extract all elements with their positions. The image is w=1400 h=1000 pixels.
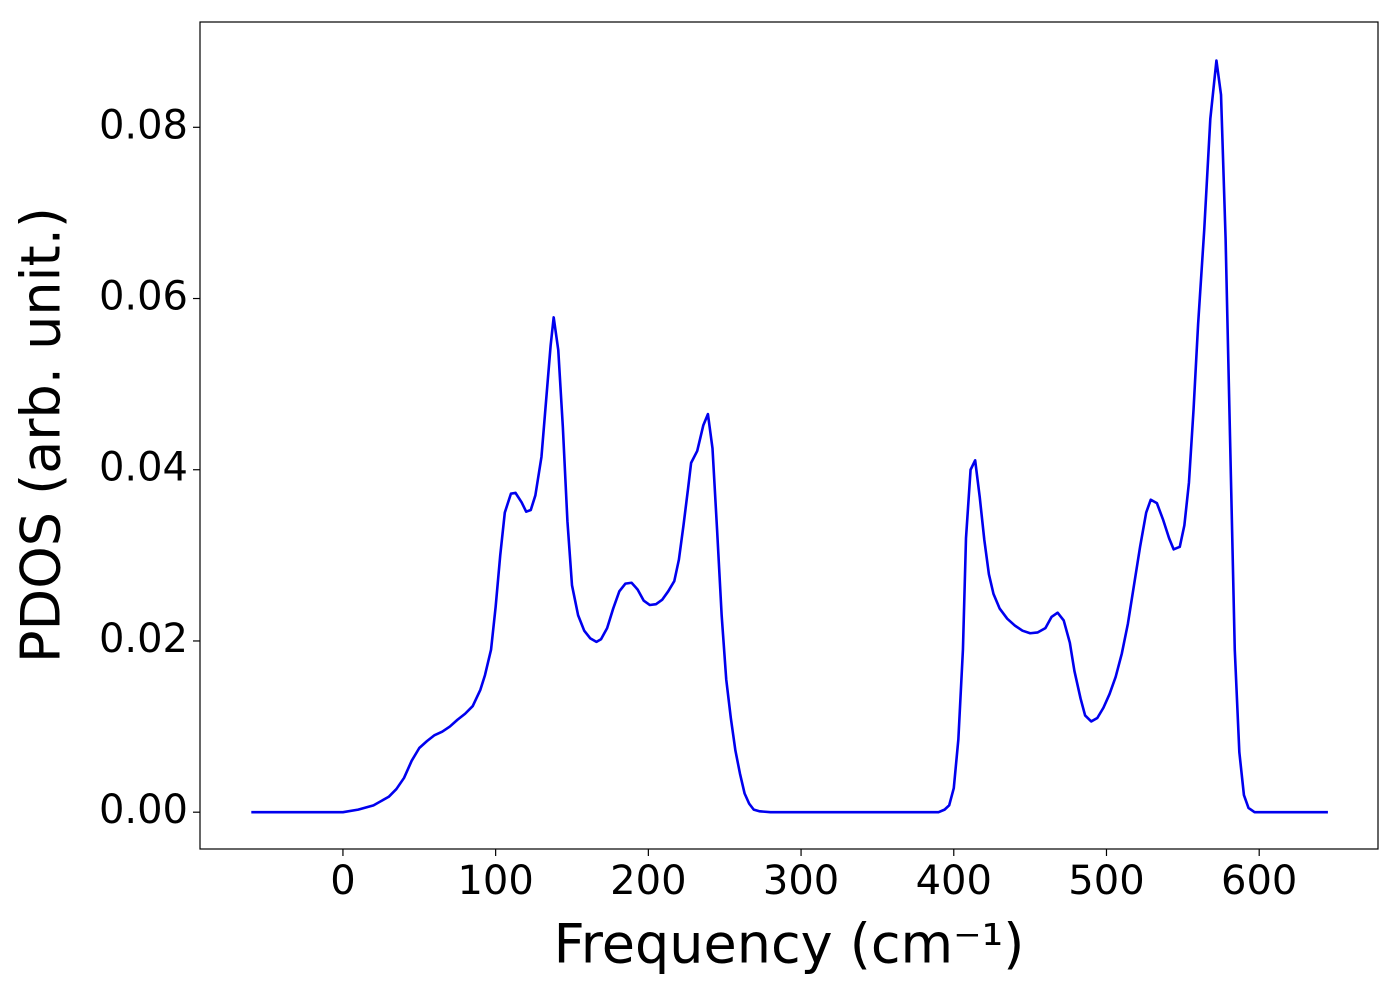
x-tick-label: 600 (1221, 858, 1297, 904)
x-tick-label: 500 (1068, 858, 1144, 904)
x-tick-label: 300 (763, 858, 839, 904)
y-tick-label: 0.04 (99, 445, 188, 491)
y-tick-label: 0.06 (99, 274, 188, 320)
x-tick-label: 100 (457, 858, 533, 904)
y-tick-label: 0.00 (99, 787, 188, 833)
line-series (251, 59, 1328, 814)
plot-frame (199, 21, 1379, 850)
y-axis-label: PDOS (arb. unit.) (10, 207, 73, 663)
y-tick-label: 0.08 (99, 102, 188, 148)
x-tick-label: 400 (916, 858, 992, 904)
y-tick-label: 0.02 (99, 616, 188, 662)
x-axis-label: Frequency (cm⁻¹) (554, 913, 1025, 976)
x-tick-label: 200 (610, 858, 686, 904)
x-tick-label: 0 (330, 858, 355, 904)
